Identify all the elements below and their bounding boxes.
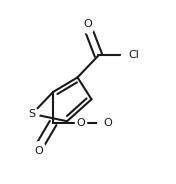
Ellipse shape [25,108,39,120]
Ellipse shape [121,50,138,61]
Text: Cl: Cl [128,50,139,61]
Text: O: O [35,146,43,156]
Ellipse shape [33,142,45,152]
Text: S: S [29,109,36,119]
Text: O: O [77,118,85,128]
Ellipse shape [98,118,113,128]
Text: O: O [103,118,112,128]
Ellipse shape [82,23,94,33]
Ellipse shape [76,118,87,128]
Text: O: O [84,20,92,29]
